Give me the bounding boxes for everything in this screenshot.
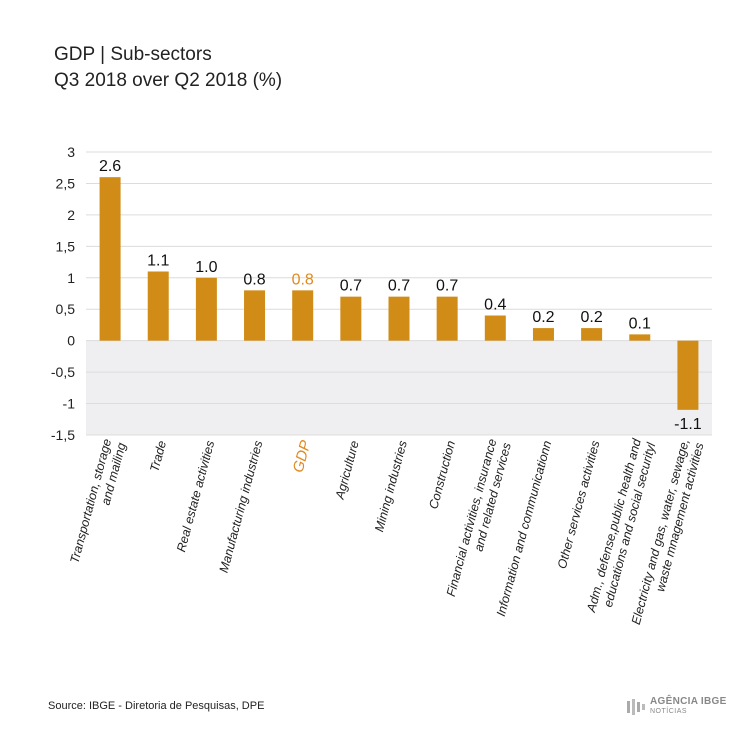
data-label: 0.7 xyxy=(436,278,458,295)
bar-chart: 3 2,5 2 1,5 1 0,5 0 -0,5 -1 -1,5 2.6 1.1 1.0 0.8 0.8 0… xyxy=(51,144,712,626)
bar xyxy=(629,334,651,341)
data-label: 0.2 xyxy=(580,309,602,326)
bar xyxy=(292,290,314,341)
x-tick-label: Real estate activities xyxy=(174,439,217,553)
negative-region-band xyxy=(86,340,712,435)
y-tick-label: 3 xyxy=(67,144,75,160)
logo-sub-text: NOTÍCIAS xyxy=(650,708,688,715)
y-tick-label: 1,5 xyxy=(56,238,76,254)
bar xyxy=(677,340,699,410)
x-tick-label: Mining industries xyxy=(372,439,410,533)
y-tick-label: 0 xyxy=(67,333,75,349)
bar xyxy=(436,296,458,341)
bar xyxy=(244,290,266,341)
bar xyxy=(340,296,362,341)
y-tick-label: 2,5 xyxy=(56,175,76,191)
bar xyxy=(532,328,554,341)
data-label: 2.6 xyxy=(99,158,121,175)
x-tick-label: Transportation, storageand mailing xyxy=(67,437,128,568)
bar xyxy=(147,271,169,341)
y-tick-label: 0,5 xyxy=(56,301,76,317)
x-tick-label: Trade xyxy=(147,439,169,473)
y-tick-label: -0,5 xyxy=(51,364,75,380)
chart-subtitle: Q3 2018 over Q2 2018 (%) xyxy=(54,70,283,91)
x-tick-label: Agriculture xyxy=(332,439,361,501)
data-label: 0.7 xyxy=(340,278,362,295)
data-label: 0.1 xyxy=(629,315,651,332)
y-tick-label: -1,5 xyxy=(51,427,75,443)
bar xyxy=(99,177,121,341)
bar xyxy=(388,296,410,341)
data-label: 0.2 xyxy=(532,309,554,326)
data-label: 1.1 xyxy=(147,252,169,269)
ibge-logo-icon xyxy=(627,699,645,715)
data-label: 0.4 xyxy=(484,297,506,314)
x-tick-label: GDP xyxy=(290,439,315,475)
data-label: 1.0 xyxy=(195,259,217,276)
x-tick-label: Construction xyxy=(426,439,458,510)
y-tick-label: -1 xyxy=(63,396,76,412)
chart-title: GDP | Sub-sectors xyxy=(54,44,212,65)
y-tick-label: 1 xyxy=(67,270,75,286)
data-label: 0.8 xyxy=(292,271,314,288)
x-tick-label: Manufacturing industries xyxy=(217,439,266,574)
logo-main-text: AGÊNCIA IBGE xyxy=(650,696,727,707)
data-label: 0.7 xyxy=(388,278,410,295)
bar xyxy=(581,328,603,341)
agencia-ibge-logo: AGÊNCIA IBGE NOTÍCIAS xyxy=(626,697,727,717)
data-label: 0.8 xyxy=(243,271,265,288)
data-label: -1.1 xyxy=(674,416,702,433)
x-tick-label: Other services activities xyxy=(555,439,603,570)
source-note: Source: IBGE - Diretoria de Pesquisas, D… xyxy=(48,700,265,712)
bar xyxy=(195,277,217,341)
bar xyxy=(484,315,506,341)
y-tick-label: 2 xyxy=(67,207,75,223)
